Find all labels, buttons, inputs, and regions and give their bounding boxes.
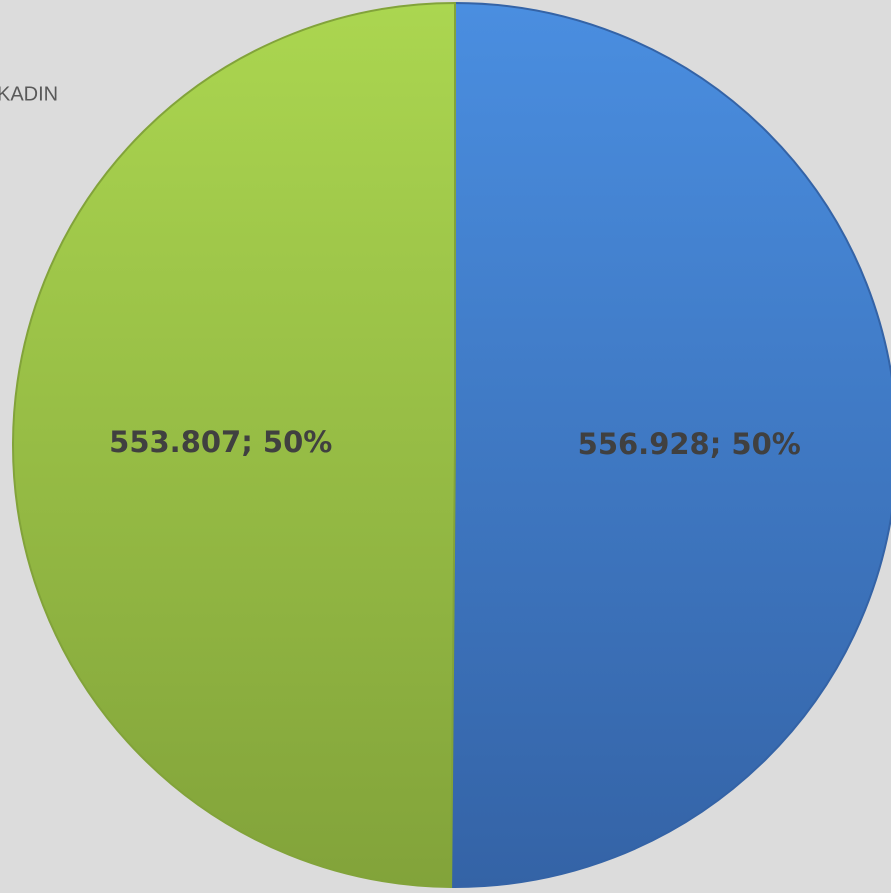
- data-label: 556.928; 50%: [578, 427, 801, 461]
- pie-slice: [450, 1, 891, 888]
- data-label: 553.807; 50%: [109, 425, 332, 459]
- pie-slice: [11, 1, 456, 888]
- legend-label: KADIN: [0, 83, 58, 105]
